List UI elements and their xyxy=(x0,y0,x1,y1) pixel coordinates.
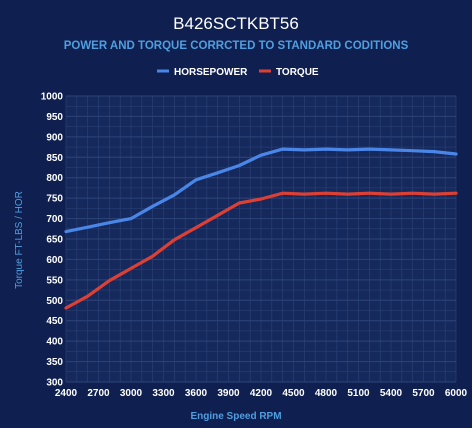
x-tick-label: 5400 xyxy=(380,388,403,399)
legend[interactable]: HORSEPOWER TORQUE xyxy=(157,67,319,78)
series-line-torque xyxy=(64,191,458,310)
legend-label-torque: TORQUE xyxy=(276,67,319,78)
legend-label-horsepower: HORSEPOWER xyxy=(174,67,248,78)
tick-labels: 300 350 400 450 500 550 600 650 700 750 800 850 900 9… xyxy=(41,92,468,400)
x-tick-label: 3600 xyxy=(185,388,208,399)
y-tick-label: 700 xyxy=(46,214,63,225)
y-tick-label: 850 xyxy=(46,153,63,164)
chart-subtitle: POWER AND TORQUE CORRCTED TO STANDARD CO… xyxy=(64,40,409,52)
x-tick-label: 4200 xyxy=(250,388,273,399)
x-tick-label: 3900 xyxy=(217,388,240,399)
y-tick-label: 300 xyxy=(46,378,63,389)
y-tick-label: 600 xyxy=(46,255,63,266)
y-tick-label: 650 xyxy=(46,235,63,246)
x-axis-label: Engine Speed RPM xyxy=(190,411,281,422)
x-tick-label: 2700 xyxy=(87,388,110,399)
y-tick-label: 900 xyxy=(46,132,63,143)
series-layer xyxy=(64,147,458,310)
x-tick-label: 3000 xyxy=(120,388,143,399)
x-tick-label: 5100 xyxy=(347,388,370,399)
y-tick-label: 450 xyxy=(46,316,63,327)
legend-item-torque[interactable]: TORQUE xyxy=(259,67,319,78)
grid xyxy=(65,95,457,383)
x-tick-label: 3300 xyxy=(152,388,175,399)
x-tick-label: 4800 xyxy=(315,388,338,399)
y-axis-label: Torque FT-LBS / HOR xyxy=(14,191,25,289)
series-line-horsepower xyxy=(64,147,458,234)
y-tick-label: 950 xyxy=(46,112,63,123)
y-tick-label: 750 xyxy=(46,194,63,205)
x-tick-label: 5700 xyxy=(412,388,435,399)
y-tick-label: 400 xyxy=(46,337,63,348)
x-tick-label: 4500 xyxy=(282,388,305,399)
y-tick-label: 500 xyxy=(46,296,63,307)
legend-item-horsepower[interactable]: HORSEPOWER xyxy=(157,67,248,78)
y-tick-label: 350 xyxy=(46,357,63,368)
y-tick-label: 550 xyxy=(46,275,63,286)
x-tick-label: 6000 xyxy=(445,388,468,399)
chart-title: B426SCTKBT56 xyxy=(173,14,299,33)
y-tick-label: 1000 xyxy=(41,92,64,103)
x-tick-label: 2400 xyxy=(55,388,78,399)
y-tick-label: 800 xyxy=(46,173,63,184)
